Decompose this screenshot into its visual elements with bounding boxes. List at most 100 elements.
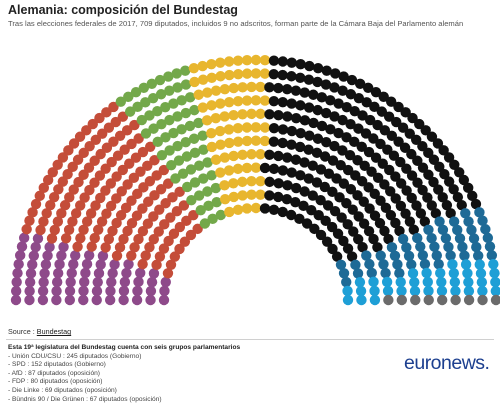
seat-dot [32,233,44,244]
seat-dot [21,224,32,235]
seat-dot [202,157,213,168]
divider [6,339,494,340]
seat-dot [368,276,379,288]
seat-dot [311,177,323,188]
seat-dot [273,150,284,162]
seat-dot [100,163,111,174]
seat-dot [384,164,395,176]
seat-dot [224,206,235,218]
seat-dot [406,148,417,160]
seat-dot [357,242,368,253]
source-link[interactable]: Bundestag [36,327,72,336]
seat-dot [477,294,488,306]
seat-dot [114,242,126,253]
euronews-logo: euronews. [404,352,490,374]
seat-dot [223,56,235,67]
seat-dot [303,144,314,155]
seat-dot [65,276,76,288]
seat-dot [277,165,289,176]
seat-dot [188,62,200,74]
seat-dot [159,219,170,230]
seat-dot [346,74,358,86]
seat-dot [250,54,262,66]
seat-dot [436,285,448,297]
seat-dot [81,216,93,227]
seat-dot [189,177,201,188]
seat-dot [323,168,335,179]
seat-dot [412,232,423,244]
seat-dot [51,276,63,288]
seat-dot [350,259,361,271]
seat-dot [166,159,177,171]
seat-dot [316,92,328,103]
seat-dot [57,176,69,187]
seat-dot [308,117,319,129]
seat-dot [366,166,377,177]
seat-dot [241,162,253,174]
seat-dot [282,180,293,191]
seat-dot [440,233,452,244]
seat-dot [92,276,103,288]
seat-dot [38,182,50,194]
seat-dot [364,114,376,126]
seat-dot [24,285,35,297]
seat-dot [370,152,382,163]
seat-dot [24,215,35,226]
seat-dot [366,267,377,279]
seat-dot [488,259,499,270]
seat-dot [18,232,30,244]
seat-dot [407,112,418,124]
seat-dot [179,236,191,247]
seat-dot [286,71,297,82]
seat-dot [331,251,343,262]
seat-dot [349,136,360,148]
seat-dot [390,193,401,204]
seat-dot [228,178,239,189]
seat-dot [381,276,393,288]
seat-dot [376,106,388,117]
seat-dot [103,233,115,245]
seat-dot [84,184,95,196]
seat-dot [133,133,144,144]
seat-dot [401,242,412,253]
seat-dot [211,196,222,208]
seat-dot [72,241,83,252]
seat-dot [341,101,352,113]
seat-dot [95,148,106,160]
seat-dot [223,124,235,135]
seat-dot [172,140,183,152]
seat-dot [395,200,407,212]
seat-dot [369,285,380,297]
seat-dot [320,79,332,90]
seat-dot [89,155,100,166]
seat-dot [126,195,137,206]
seat-dot [380,202,392,214]
seat-dot [403,250,415,262]
seat-dot [360,128,372,139]
seat-dot [78,285,89,297]
seat-dot [182,181,193,193]
seat-dot [215,71,226,82]
seat-dot [448,184,459,195]
seat-dot [94,170,106,181]
seat-dot [130,152,142,163]
seat-dot [394,268,405,279]
seat-dot [192,223,203,235]
seat-dot [255,149,266,160]
seat-dot [333,98,344,109]
seat-dot [385,186,396,197]
seat-dot [132,188,143,200]
seat-dot [423,147,434,159]
seat-dot [154,204,165,215]
seat-dot [250,202,262,214]
seat-dot [42,250,53,261]
seat-dot [64,294,76,306]
seat-dot [435,267,446,279]
seat-dot [206,58,217,70]
seat-dot [342,219,353,230]
seat-dot [122,179,133,190]
seat-dot [198,173,209,184]
seat-dot [337,145,348,156]
seat-dot [386,96,397,107]
seat-dot [176,95,187,106]
